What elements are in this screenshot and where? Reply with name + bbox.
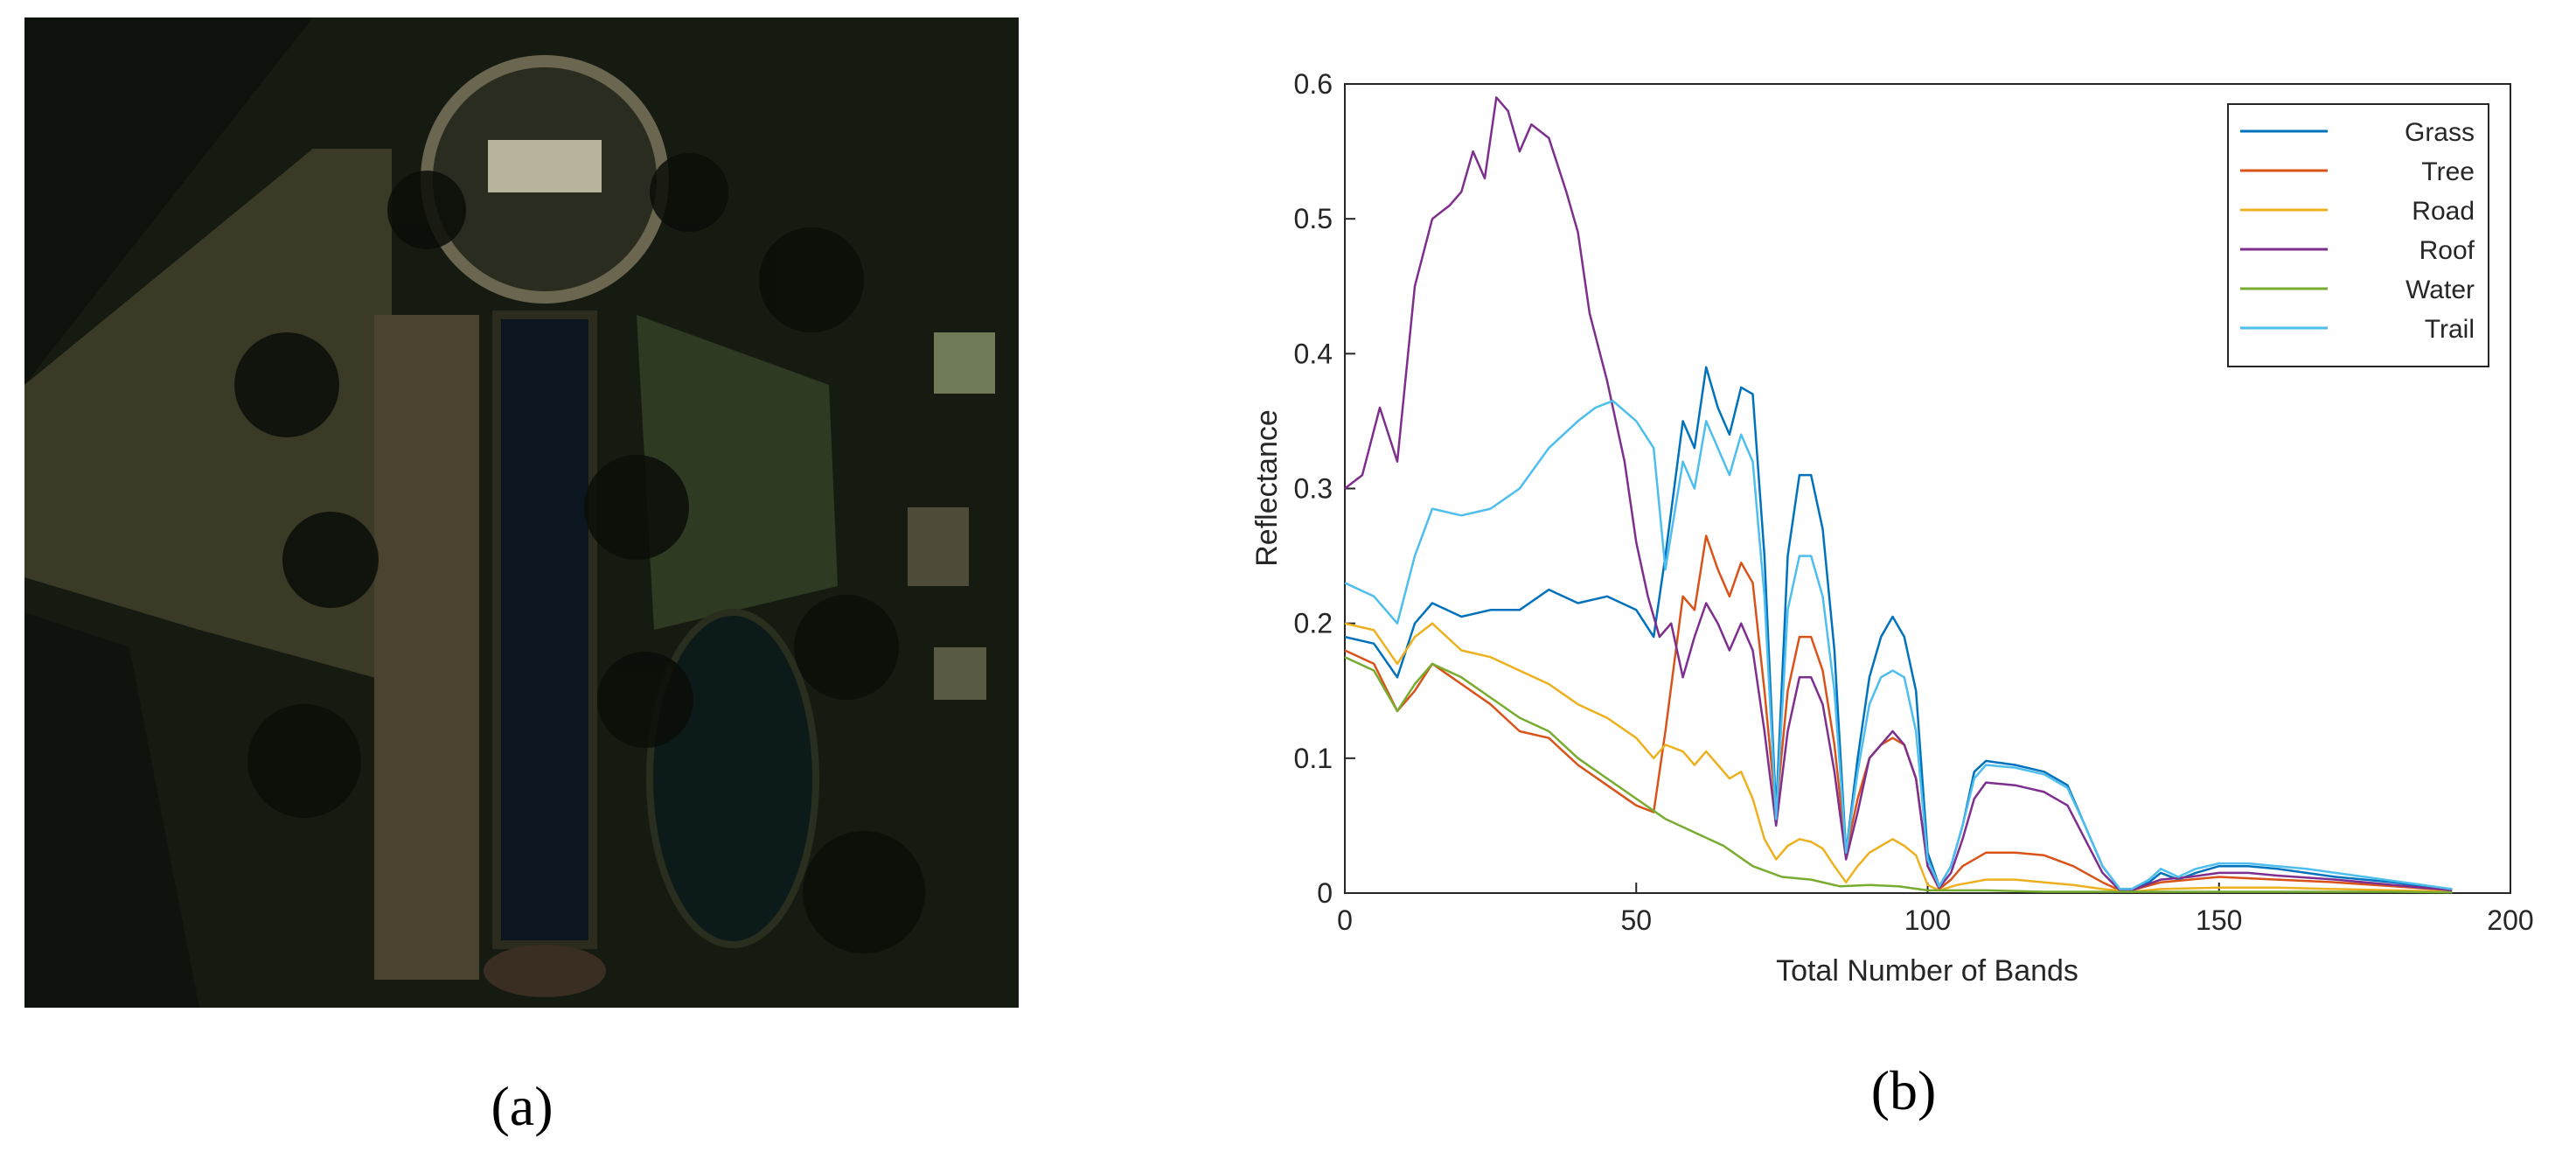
legend-box [2227,103,2489,367]
x-tick-label: 100 [1904,904,1951,936]
legend-label-grass: Grass [2405,118,2475,147]
series-line-road [1344,622,2453,893]
series-line-roof [1344,96,2453,892]
caption-b: (b) [1870,1059,1937,1121]
series-lines [1344,96,2453,894]
series-line-tree [1344,534,2453,892]
y-tick-label: 0.2 [1294,608,1333,639]
y-tick-label: 0.4 [1294,338,1333,369]
y-tick-label: 0 [1317,877,1333,909]
y-tick-label: 0.1 [1294,743,1333,774]
x-tick-label: 150 [2196,904,2242,936]
caption-a: (a) [491,1075,553,1137]
x-tick-label: 0 [1337,904,1353,936]
x-tick-label: 50 [1620,904,1652,936]
y-tick-label: 0.6 [1294,68,1333,100]
axis-ticks: 0 50 100 150 200 0 0.1 0.2 0.3 0.4 0.5 0.6 [1294,68,2534,936]
aerial-image-icon [24,17,1019,1008]
legend-label-roof: Roof [2419,236,2475,265]
aerial-image-panel [24,17,1019,1008]
x-axis-label: Total Number of Bands [1776,954,2078,988]
legend-label-trail: Trail [2425,315,2475,344]
legend-label-water: Water [2405,276,2475,304]
series-line-water [1344,656,2453,894]
x-tick-label: 200 [2487,904,2533,936]
spectral-chart: 0 50 100 150 200 0 0.1 0.2 0.3 0.4 0.5 0.6 Total Nu… [1250,68,2534,988]
series-line-trail [1344,400,2453,890]
legend-label-tree: Tree [2421,157,2475,186]
legend-label-road: Road [2412,197,2475,226]
y-axis-label: Reflectance [1250,409,1284,567]
y-tick-label: 0.3 [1294,473,1333,505]
y-tick-label: 0.5 [1294,203,1333,234]
legend: Grass Tree Road Roof Water Trail [2227,103,2489,367]
